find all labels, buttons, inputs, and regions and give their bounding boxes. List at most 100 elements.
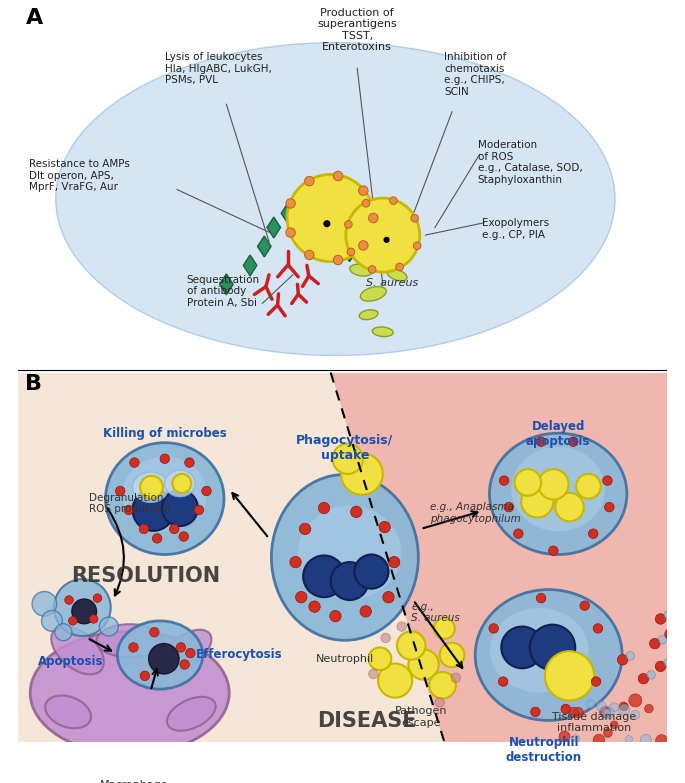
Circle shape: [129, 643, 138, 652]
Circle shape: [610, 703, 619, 712]
Text: Degranulation
ROS production: Degranulation ROS production: [89, 493, 171, 514]
Ellipse shape: [373, 248, 398, 260]
Circle shape: [124, 505, 134, 514]
Circle shape: [334, 171, 342, 181]
Circle shape: [601, 709, 611, 718]
Circle shape: [593, 734, 605, 746]
Text: Production of
superantigens
TSST,
Enterotoxins: Production of superantigens TSST, Entero…: [317, 8, 397, 52]
Circle shape: [140, 671, 149, 680]
Circle shape: [619, 702, 627, 710]
Circle shape: [397, 622, 406, 631]
Circle shape: [504, 503, 514, 512]
Circle shape: [286, 228, 295, 237]
Circle shape: [521, 485, 553, 518]
Ellipse shape: [271, 474, 419, 640]
Circle shape: [305, 251, 314, 260]
Circle shape: [645, 704, 653, 713]
Polygon shape: [371, 215, 385, 236]
Circle shape: [631, 710, 640, 720]
Polygon shape: [295, 193, 309, 215]
Circle shape: [658, 636, 667, 644]
Circle shape: [414, 242, 421, 250]
Circle shape: [588, 529, 598, 539]
Circle shape: [664, 629, 675, 640]
Circle shape: [434, 618, 455, 639]
Circle shape: [194, 505, 203, 514]
Circle shape: [656, 614, 666, 624]
Text: B: B: [25, 374, 42, 395]
Circle shape: [499, 476, 509, 485]
Circle shape: [640, 734, 651, 745]
Ellipse shape: [511, 446, 606, 532]
Circle shape: [572, 734, 580, 742]
Circle shape: [561, 704, 571, 714]
Text: Neutrophil: Neutrophil: [316, 654, 374, 664]
Bar: [18, 373, 667, 742]
Circle shape: [649, 638, 660, 649]
Ellipse shape: [122, 456, 208, 532]
Circle shape: [169, 524, 179, 534]
Circle shape: [55, 624, 72, 640]
Circle shape: [379, 521, 390, 532]
Ellipse shape: [475, 590, 622, 720]
Circle shape: [341, 453, 383, 495]
Circle shape: [656, 661, 666, 672]
Circle shape: [332, 444, 363, 474]
Circle shape: [384, 237, 389, 242]
Ellipse shape: [489, 608, 589, 693]
Text: DISEASE: DISEASE: [317, 711, 416, 731]
Circle shape: [499, 677, 508, 686]
Ellipse shape: [387, 269, 407, 281]
Circle shape: [538, 469, 569, 500]
Polygon shape: [324, 231, 338, 252]
Text: Sequestration
of antibody
Protein A, Sbi: Sequestration of antibody Protein A, Sbi: [186, 275, 260, 308]
Polygon shape: [314, 186, 328, 207]
Circle shape: [625, 735, 632, 742]
Circle shape: [388, 557, 400, 568]
Polygon shape: [295, 225, 309, 246]
Circle shape: [629, 694, 642, 707]
Circle shape: [139, 524, 149, 534]
Circle shape: [149, 627, 159, 637]
Circle shape: [435, 698, 445, 707]
Circle shape: [334, 255, 342, 265]
Circle shape: [638, 673, 649, 684]
Circle shape: [299, 523, 311, 535]
Text: Inhibition of
chemotaxis
e.g., CHIPS,
SCIN: Inhibition of chemotaxis e.g., CHIPS, SC…: [445, 52, 507, 97]
Ellipse shape: [359, 310, 378, 319]
Circle shape: [185, 458, 194, 467]
Text: Tissue damage
inflammation: Tissue damage inflammation: [552, 712, 636, 734]
Circle shape: [346, 198, 420, 272]
Circle shape: [587, 700, 595, 709]
Circle shape: [569, 437, 578, 446]
Circle shape: [411, 215, 419, 222]
Polygon shape: [267, 217, 281, 238]
Circle shape: [319, 503, 329, 514]
Circle shape: [42, 611, 62, 631]
Circle shape: [664, 611, 673, 619]
Circle shape: [54, 579, 111, 636]
Circle shape: [162, 490, 198, 526]
Text: Moderation
of ROS
e.g., Catalase, SOD,
Staphyloxanthin: Moderation of ROS e.g., Catalase, SOD, S…: [477, 140, 582, 185]
Circle shape: [331, 562, 369, 600]
Circle shape: [329, 611, 341, 622]
Circle shape: [179, 532, 188, 541]
Ellipse shape: [97, 624, 163, 658]
Text: Pathogen
escape: Pathogen escape: [395, 706, 447, 727]
Circle shape: [72, 599, 97, 624]
Circle shape: [647, 670, 656, 679]
Ellipse shape: [297, 505, 401, 600]
Circle shape: [593, 624, 603, 633]
Ellipse shape: [360, 287, 386, 301]
Circle shape: [390, 197, 397, 204]
Text: e.g.,
S. aureus: e.g., S. aureus: [411, 601, 460, 623]
Circle shape: [65, 596, 73, 604]
Circle shape: [396, 263, 403, 271]
Ellipse shape: [105, 442, 224, 554]
Circle shape: [99, 617, 119, 636]
Circle shape: [90, 615, 98, 623]
Circle shape: [132, 489, 174, 531]
Ellipse shape: [55, 42, 615, 355]
Circle shape: [619, 704, 630, 716]
Circle shape: [129, 458, 139, 467]
